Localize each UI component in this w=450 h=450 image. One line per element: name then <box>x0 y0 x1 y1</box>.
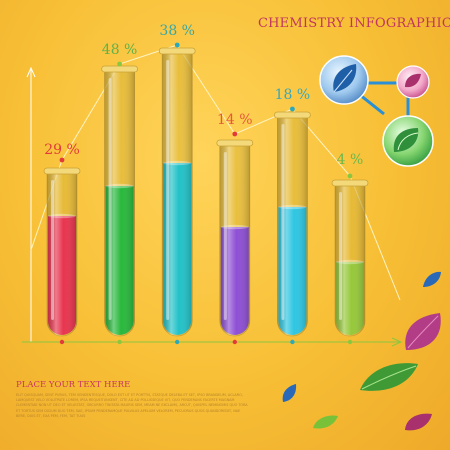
axis-tick-dot <box>347 339 353 345</box>
leaf-in-blue-sphere-icon <box>319 55 369 105</box>
value-label: 29 % <box>44 142 80 158</box>
y-axis-arrow <box>26 66 36 78</box>
trend-point <box>59 157 65 163</box>
trend-point <box>347 173 353 179</box>
axis-tick-dot <box>117 339 122 345</box>
trend-point <box>174 42 180 48</box>
value-label: 14 % <box>217 112 253 128</box>
axis-tick-dot <box>290 339 295 345</box>
blue-leaf-icon <box>282 384 297 402</box>
purple-leaf-icon <box>405 313 441 350</box>
tube-bar <box>273 111 311 337</box>
leaf-in-pink-sphere-icon <box>396 65 430 99</box>
tube-bar <box>43 167 81 337</box>
chart-title: CHEMISTRY INFOGRAPHICS <box>258 16 450 31</box>
leaf-in-green-sphere-icon <box>382 115 434 167</box>
tube-bar <box>158 47 196 337</box>
axis-tick-dot <box>175 339 180 345</box>
lime-leaf-icon <box>313 415 338 429</box>
trend-point <box>290 106 295 112</box>
tube-bar <box>101 65 138 337</box>
axis-tick-dot <box>59 339 65 345</box>
x-axis-arrow <box>391 337 403 347</box>
text-heading: PLACE YOUR TEXT HERE <box>16 380 131 390</box>
molecule-decoration <box>319 55 434 167</box>
value-label: 48 % <box>102 42 138 58</box>
tube-bar <box>331 179 369 337</box>
value-label: 18 % <box>275 87 311 103</box>
purple-leaf-icon <box>405 413 432 431</box>
green-leaf-icon <box>360 363 418 391</box>
trend-point <box>117 61 122 67</box>
value-label: 38 % <box>159 23 195 39</box>
axis-tick-dot <box>232 339 237 345</box>
blue-leaf-icon <box>423 271 441 287</box>
trend-point <box>232 131 238 137</box>
value-label: 4 % <box>337 152 364 168</box>
tube-bar <box>216 139 254 337</box>
body-paragraph: Elit quisquam, sent purus, tem vendentes… <box>16 393 248 418</box>
trend-line <box>30 44 401 301</box>
